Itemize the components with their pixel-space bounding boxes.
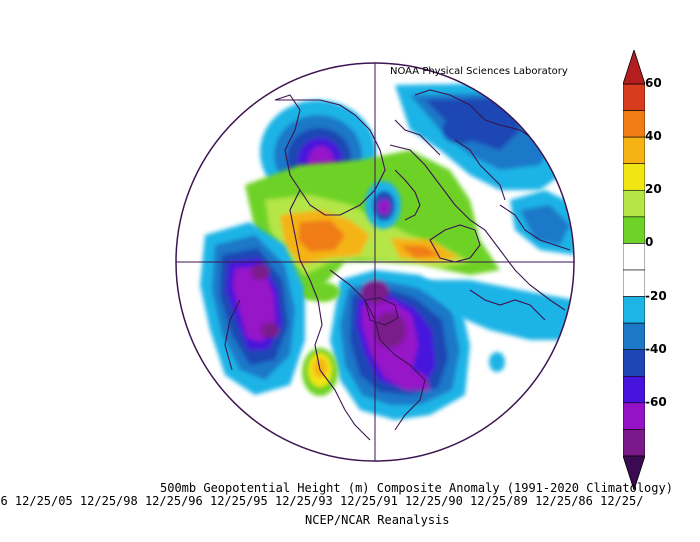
colorbar xyxy=(623,50,645,490)
colorbar-tick-label: 60 xyxy=(645,76,662,90)
colorbar-tick-label: 20 xyxy=(645,182,662,197)
anomaly-negative-pacific xyxy=(200,222,305,395)
colorbar-tick-label: 40 xyxy=(645,129,662,144)
colorbar-segment xyxy=(623,402,645,430)
colorbar-segment xyxy=(623,296,645,324)
colorbar-tick-label: -60 xyxy=(645,394,667,409)
anomaly-negative-atlantic xyxy=(420,190,574,372)
colorbar-tick-label: -20 xyxy=(645,288,667,303)
credit-label: NOAA Physical Sciences Laboratory xyxy=(390,66,568,77)
colorbar-segment xyxy=(623,83,645,111)
colorbar-segment xyxy=(623,375,645,404)
colorbar-segment xyxy=(623,243,645,271)
coastlines xyxy=(224,89,571,441)
colorbar-segment xyxy=(623,189,645,218)
data-source: NCEP/NCAR Reanalysis xyxy=(305,513,450,527)
colorbar-top-arrow xyxy=(623,50,645,85)
colorbar-segment xyxy=(623,163,645,191)
map-boundary xyxy=(175,62,575,462)
anomaly-negative-pole xyxy=(365,181,401,229)
colorbar-segment xyxy=(623,269,645,297)
colorbar-tick-label: 0 xyxy=(645,235,654,250)
colorbar-segment xyxy=(623,110,645,138)
colorbar-tick-label: -40 xyxy=(645,341,667,356)
colorbar-segment xyxy=(623,322,645,351)
colorbar-segment xyxy=(623,216,645,244)
colorbar-segment xyxy=(623,429,645,457)
colorbar-segments xyxy=(623,83,645,457)
graticule-axes xyxy=(176,63,574,461)
colorbar-bottom-arrow xyxy=(623,455,645,490)
colorbar-segment xyxy=(623,349,645,377)
colorbar-segment xyxy=(623,136,645,165)
anomaly-field xyxy=(176,63,574,461)
figure-title: 500mb Geopotential Height (m) Composite … xyxy=(160,481,673,495)
composite-dates: /06 12/25/05 12/25/98 12/25/96 12/25/95 … xyxy=(0,494,644,508)
